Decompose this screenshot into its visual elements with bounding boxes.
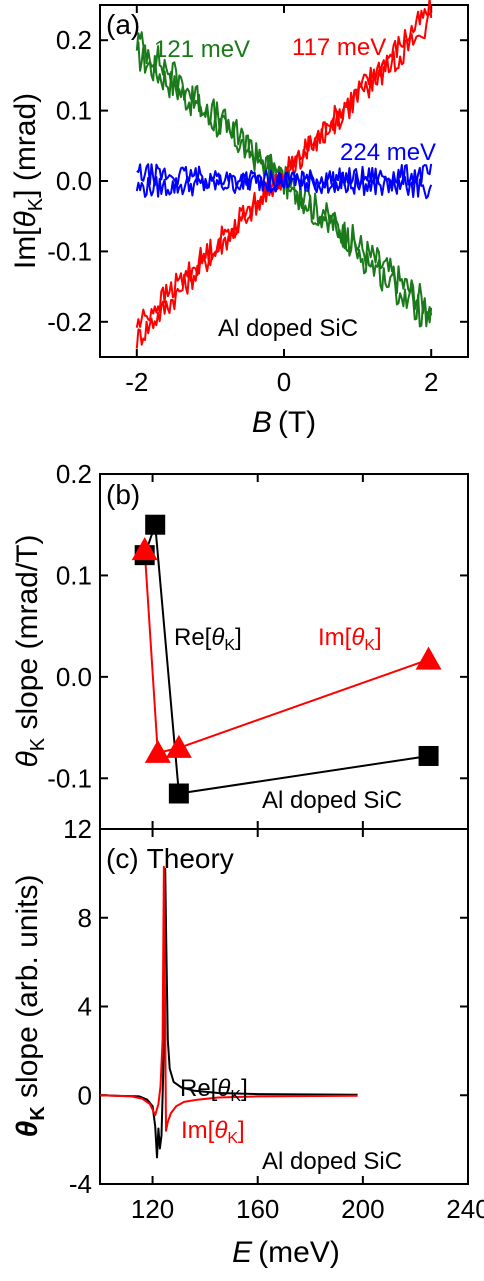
y-tick-label: -0.1 [47, 236, 92, 266]
y-tick-label: 0.2 [56, 459, 92, 489]
y-tick-label: 0.1 [56, 96, 92, 126]
panel-b-label: (b) [106, 479, 140, 510]
panel-b-y-axis-label: θK slope (mrad/T) [11, 534, 49, 767]
panel-a-annotation: Al doped SiC [218, 315, 358, 342]
legend-label-im-theta-c: Im[θK] [181, 1117, 245, 1147]
panel-a-series [135, 0, 433, 349]
legend-label-121-mev: 121 meV [154, 36, 250, 63]
panel-c-label: (c) Theory [106, 843, 234, 874]
x-tick-label: 240 [446, 1194, 484, 1224]
im-slope-point [144, 739, 171, 763]
y-tick-label: 0.0 [56, 662, 92, 692]
panel-c-annotation: Al doped SiC [262, 1148, 402, 1175]
legend-label-117-mev: 117 meV [292, 34, 386, 61]
panel-a-x-axis-label: B (T) [252, 406, 316, 439]
legend-label-re-theta-b: Re[θK] [174, 624, 242, 654]
y-tick-label: -0.2 [47, 307, 92, 337]
panel-c-x-axis-label: E (meV) [232, 1236, 340, 1269]
panel-c-x-ticks: 120 160 200 240 [131, 829, 484, 1224]
y-tick-label: 0.2 [56, 25, 92, 55]
panel-b-x-ticks [151, 474, 469, 829]
panel-b: -0.1 0.0 0.1 0.2 (b) Re[θK] Im[θK] Al doped… [11, 459, 469, 830]
re-slope-point [418, 745, 439, 766]
panel-a: -0.2 -0.1 0.0 0.1 0.2 -2 0 2 (a) 121 meV 117 m… [9, 0, 469, 439]
x-tick-label: 0 [277, 367, 291, 397]
panel-a-label: (a) [106, 9, 140, 40]
x-tick-label: 200 [341, 1194, 384, 1224]
x-tick-label: -2 [125, 367, 148, 397]
y-tick-label: 4 [78, 992, 92, 1022]
y-tick-label: 12 [63, 814, 92, 844]
x-tick-label: 160 [236, 1194, 279, 1224]
x-tick-label: 2 [424, 367, 438, 397]
y-tick-label: 0.0 [56, 166, 92, 196]
legend-label-im-theta-b: Im[θK] [318, 624, 382, 654]
re-theory-curve [99, 867, 358, 1159]
series-121-mev-trace [135, 31, 433, 328]
panel-a-x-ticks: -2 0 2 [125, 5, 438, 397]
y-tick-label: 8 [78, 903, 92, 933]
im-slope-point [415, 646, 442, 670]
im-theory-curve [99, 865, 358, 1132]
panel-b-y-ticks: -0.1 0.0 0.1 0.2 [47, 459, 468, 793]
x-tick-label: 120 [131, 1194, 174, 1224]
panel-c-y-ticks: -4 0 4 8 12 [63, 814, 468, 1199]
panel-b-series [131, 514, 442, 804]
y-tick-label: -4 [69, 1169, 92, 1199]
legend-label-224-mev: 224 meV [340, 139, 436, 166]
panel-c-series [99, 865, 358, 1159]
im-slope-point [131, 537, 158, 561]
panel-a-y-ticks: -0.2 -0.1 0.0 0.1 0.2 [47, 25, 468, 337]
y-tick-label: 0 [78, 1080, 92, 1110]
re-slope-line [143, 523, 429, 795]
re-slope-point [145, 514, 166, 535]
y-tick-label: -0.1 [47, 763, 92, 793]
panel-b-annotation: Al doped SiC [262, 787, 402, 814]
panel-c-y-axis-label: θK slope (arb. units) [11, 875, 49, 1138]
series-224-mev-trace [136, 163, 433, 200]
y-tick-label: 0.1 [56, 560, 92, 590]
panel-c: -4 0 4 8 12 120 160 200 240 (c) Theory Re[θK] Im… [11, 814, 484, 1269]
legend-label-re-theta-c: Re[θK] [180, 1075, 248, 1105]
panel-a-y-axis-label: Im[θK] (mrad) [9, 93, 47, 269]
im-slope-point [165, 734, 192, 758]
re-slope-point [168, 783, 189, 804]
im-slope-line [143, 550, 429, 754]
